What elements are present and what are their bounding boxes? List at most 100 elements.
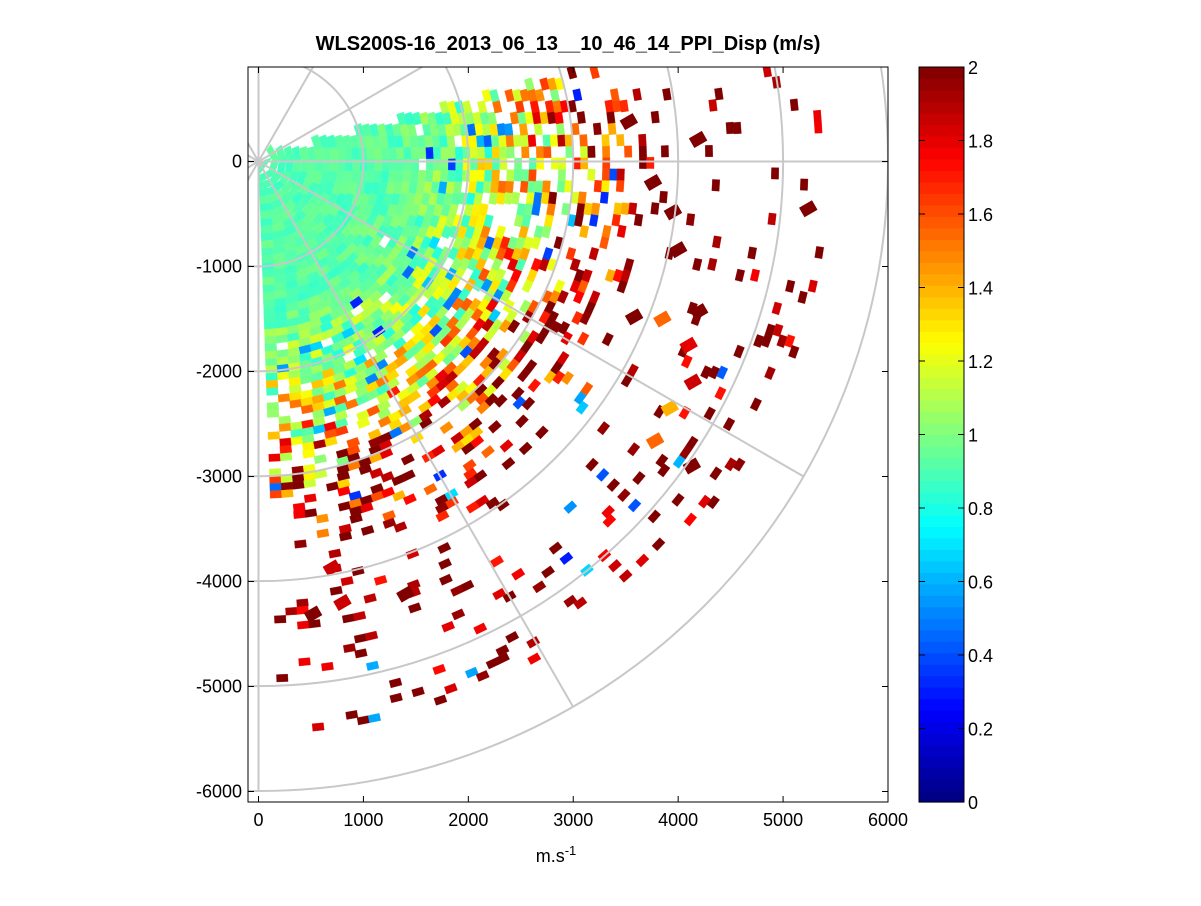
data-cell: [262, 284, 276, 293]
data-cell: [767, 212, 777, 226]
data-cell: [487, 308, 501, 323]
data-cell: [527, 378, 542, 393]
data-cell: [616, 168, 625, 181]
data-cell: [335, 425, 349, 437]
data-cell: [425, 169, 434, 183]
data-cell: [536, 157, 544, 170]
data-cell: [633, 213, 644, 227]
data-cell: [660, 145, 669, 158]
data-cell: [506, 169, 515, 182]
data-cell: [481, 88, 493, 103]
data-cell: [304, 508, 318, 518]
data-cell: [606, 111, 616, 124]
data-cell: [514, 157, 522, 170]
data-cell: [280, 481, 294, 491]
data-cell: [807, 279, 818, 293]
x-tick-label: 5000: [763, 810, 803, 830]
data-cell: [432, 169, 441, 183]
data-cell-outlier: [645, 432, 665, 450]
grid-spoke: [248, 160, 259, 169]
data-cell: [483, 134, 493, 148]
data-cell-outlier: [660, 399, 680, 417]
colorbar-swatch: [919, 89, 964, 103]
data-cell: [462, 458, 477, 472]
x-tick-label: 0: [253, 810, 263, 830]
data-cell: [548, 191, 558, 205]
data-cell: [363, 593, 377, 604]
data-cell: [278, 415, 292, 425]
data-cell: [419, 111, 430, 126]
data-cell: [470, 158, 478, 171]
data-cell: [519, 122, 529, 136]
data-cell: [785, 279, 796, 293]
colorbar-swatch: [919, 491, 964, 505]
data-cell: [433, 158, 442, 171]
data-cell: [487, 420, 502, 434]
data-cell: [423, 482, 438, 496]
y-tick-label: -2000: [196, 362, 242, 382]
data-cell: [293, 510, 306, 519]
data-cell: [401, 469, 416, 482]
data-cell: [432, 146, 442, 159]
data-cell: [560, 331, 573, 346]
data-cell: [601, 504, 616, 519]
data-cell: [264, 335, 277, 345]
data-cell: [469, 169, 478, 182]
data-cell: [483, 214, 494, 228]
data-cell: [411, 158, 420, 171]
data-cell: [771, 301, 783, 316]
data-cell: [497, 180, 507, 194]
data-cell: [451, 608, 466, 621]
colorbar-swatch: [919, 170, 964, 183]
data-cell: [593, 180, 603, 193]
data-cell: [460, 579, 475, 592]
data-cell: [264, 350, 278, 359]
data-cell: [299, 146, 309, 160]
data-cell: [424, 134, 434, 148]
data-cell: [361, 123, 373, 137]
colorbar-swatch: [919, 526, 964, 539]
data-cell: [588, 247, 600, 261]
data-cell: [431, 134, 441, 148]
data-cell: [550, 157, 559, 170]
data-cell: [546, 310, 560, 325]
data-cell: [733, 344, 745, 359]
data-cell: [771, 167, 779, 180]
data-cell: [468, 180, 477, 194]
data-cell: [267, 431, 280, 440]
data-cell: [556, 122, 565, 136]
data-cell: [628, 202, 638, 215]
colorbar-swatch: [919, 560, 964, 573]
data-cell: [615, 179, 625, 193]
data-cell: [468, 134, 478, 148]
data-cell: [432, 663, 446, 675]
colorbar-swatch: [919, 423, 964, 436]
data-cell: [572, 88, 583, 102]
polar-grid: [248, 67, 888, 792]
data-cell: [395, 170, 405, 183]
data-cell: [263, 321, 277, 330]
data-cell: [747, 246, 757, 260]
data-cell: [364, 630, 379, 641]
data-cell: [632, 471, 646, 486]
data-cell: [277, 371, 290, 381]
data-cell: [431, 444, 446, 458]
data-cell-outlier: [624, 308, 644, 326]
data-cell: [548, 541, 563, 555]
data-cell: [541, 565, 556, 579]
colorbar-swatch: [919, 767, 964, 780]
data-cell: [714, 87, 724, 101]
data-cell: [606, 478, 621, 493]
data-cell: [447, 146, 456, 159]
data-cell: [329, 585, 343, 596]
data-cell: [441, 620, 455, 633]
data-cell: [261, 247, 275, 257]
data-cell: [510, 191, 521, 205]
data-cell: [580, 381, 594, 396]
data-cell: [439, 421, 454, 435]
data-cell: [703, 406, 716, 421]
data-cell: [454, 169, 464, 183]
grid-spoke: [248, 154, 259, 163]
grid-spoke: [257, 67, 425, 163]
data-cell: [328, 548, 342, 559]
